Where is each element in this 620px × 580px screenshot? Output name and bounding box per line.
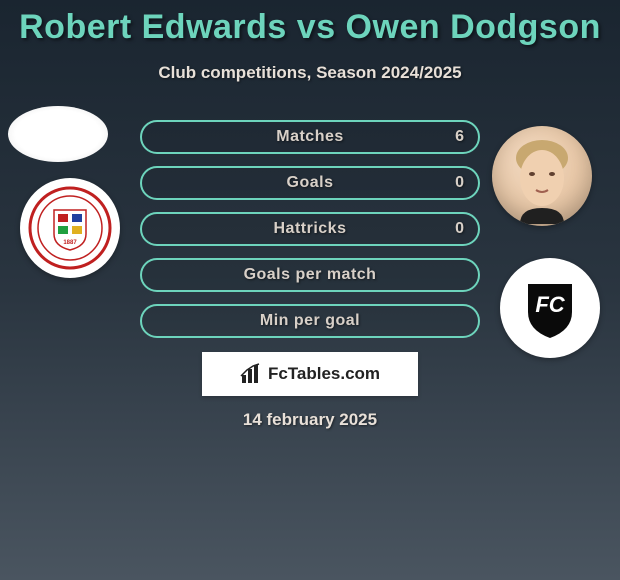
stat-value-right: 0 [455, 220, 464, 238]
barnsley-badge-icon: 1887 [28, 186, 112, 270]
stat-label: Matches [276, 128, 344, 146]
club-right-badge: FC [500, 258, 600, 358]
bar-chart-icon [240, 363, 262, 385]
page-title: Robert Edwards vs Owen Dodgson [0, 0, 620, 47]
stat-label: Hattricks [274, 220, 347, 238]
shield-badge-icon: FC [508, 266, 592, 350]
stat-label: Goals per match [244, 266, 377, 284]
stat-value-right: 0 [455, 174, 464, 192]
subtitle: Club competitions, Season 2024/2025 [0, 63, 620, 83]
stat-value-right: 6 [455, 128, 464, 146]
player-right-avatar [492, 126, 592, 226]
club-left-badge: 1887 [20, 178, 120, 278]
stat-goals: Goals 0 [140, 166, 480, 200]
stats-container: Matches 6 Goals 0 Hattricks 0 Goals per … [140, 120, 480, 350]
stat-min-per-goal: Min per goal [140, 304, 480, 338]
stat-matches: Matches 6 [140, 120, 480, 154]
fctables-attribution: FcTables.com [202, 352, 418, 396]
player-left-avatar [8, 106, 108, 162]
stat-goals-per-match: Goals per match [140, 258, 480, 292]
fctables-text: FcTables.com [268, 364, 380, 384]
stat-label: Min per goal [260, 312, 360, 330]
svg-text:FC: FC [535, 292, 565, 317]
stat-label: Goals [287, 174, 334, 192]
svg-text:1887: 1887 [63, 240, 77, 246]
date-text: 14 february 2025 [0, 410, 620, 430]
stat-hattricks: Hattricks 0 [140, 212, 480, 246]
